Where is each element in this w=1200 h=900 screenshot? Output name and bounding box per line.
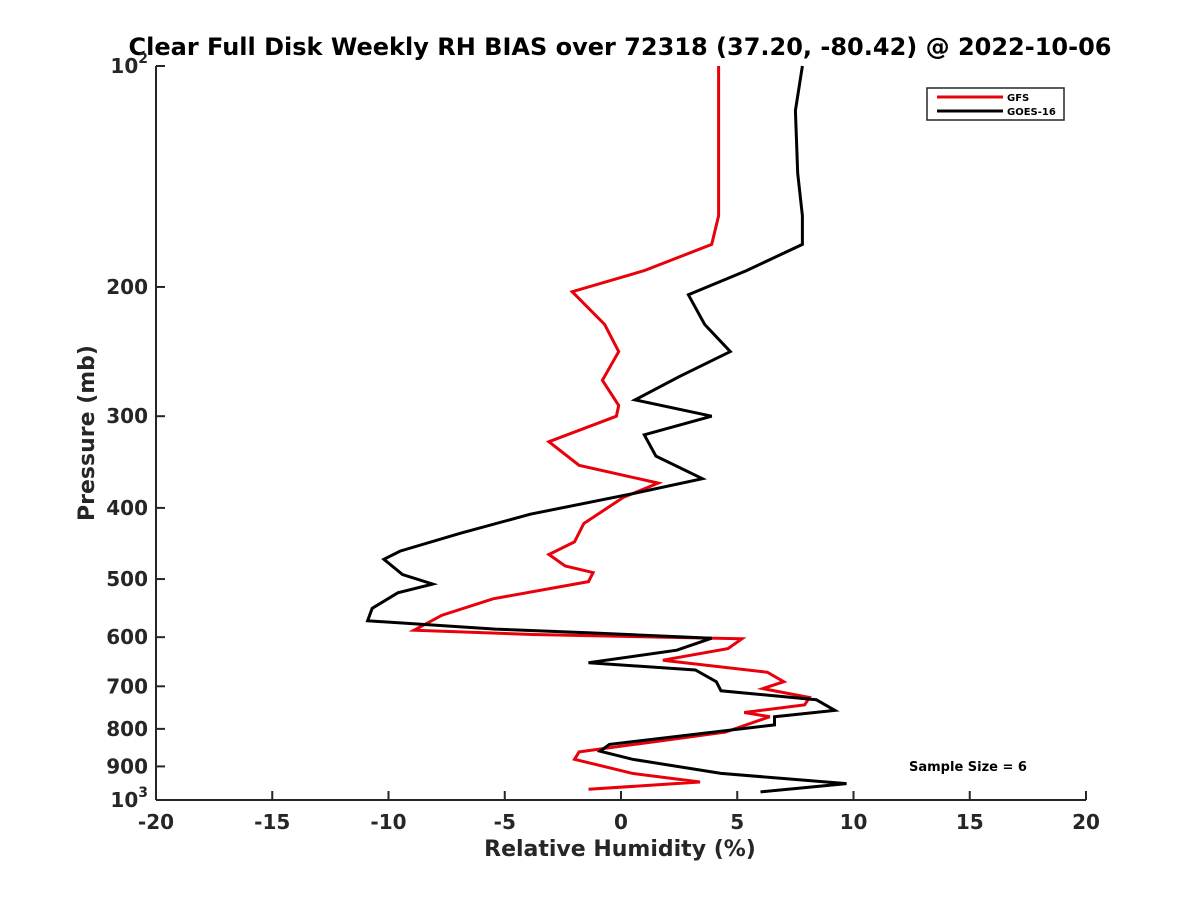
legend-entry-goes-16: GOES-16 [1007, 107, 1056, 118]
series-line-gfs [408, 66, 812, 791]
y-tick-exponent: 2 [138, 51, 148, 67]
plot-area [365, 65, 847, 794]
x-tick-label: 15 [956, 810, 984, 834]
chart-title: Clear Full Disk Weekly RH BIAS over 7231… [129, 33, 1112, 61]
y-tick-label: 900 [106, 754, 148, 778]
y-tick-label: 400 [106, 496, 148, 520]
x-axis-title: Relative Humidity (%) [484, 837, 756, 862]
x-tick-label: 10 [840, 810, 868, 834]
x-tick-label: 0 [614, 810, 628, 834]
x-tick-label: -15 [254, 810, 290, 834]
axes: -20 -15 -10 -5 0 5 10 15 20102200300400500600700… [106, 51, 1100, 834]
y-tick-label: 800 [106, 717, 148, 741]
y-tick-label: 103 [110, 785, 148, 812]
y-tick-label: 700 [106, 674, 148, 698]
sample-size-annotation: Sample Size = 6 [909, 760, 1027, 775]
series-line-goes-16 [365, 65, 847, 794]
x-tick-label: -20 [138, 810, 174, 834]
legend-box [926, 87, 1065, 121]
y-tick-base: 10 [110, 788, 138, 812]
y-tick-label: 500 [106, 567, 148, 591]
legend: GFS GOES-16 [926, 87, 1065, 121]
legend-entry-gfs: GFS [1007, 93, 1029, 104]
x-tick-label: 5 [730, 810, 744, 834]
y-tick-label: 600 [106, 625, 148, 649]
x-tick-label: 20 [1072, 810, 1100, 834]
y-tick-exponent: 3 [138, 785, 148, 801]
y-tick-label: 300 [106, 404, 148, 428]
y-tick-base: 10 [110, 54, 138, 78]
y-tick-label: 102 [110, 51, 148, 78]
y-axis-title: Pressure (mb) [75, 345, 100, 521]
x-tick-label: -5 [494, 810, 516, 834]
y-tick-label: 200 [106, 275, 148, 299]
x-tick-label: -10 [370, 810, 406, 834]
